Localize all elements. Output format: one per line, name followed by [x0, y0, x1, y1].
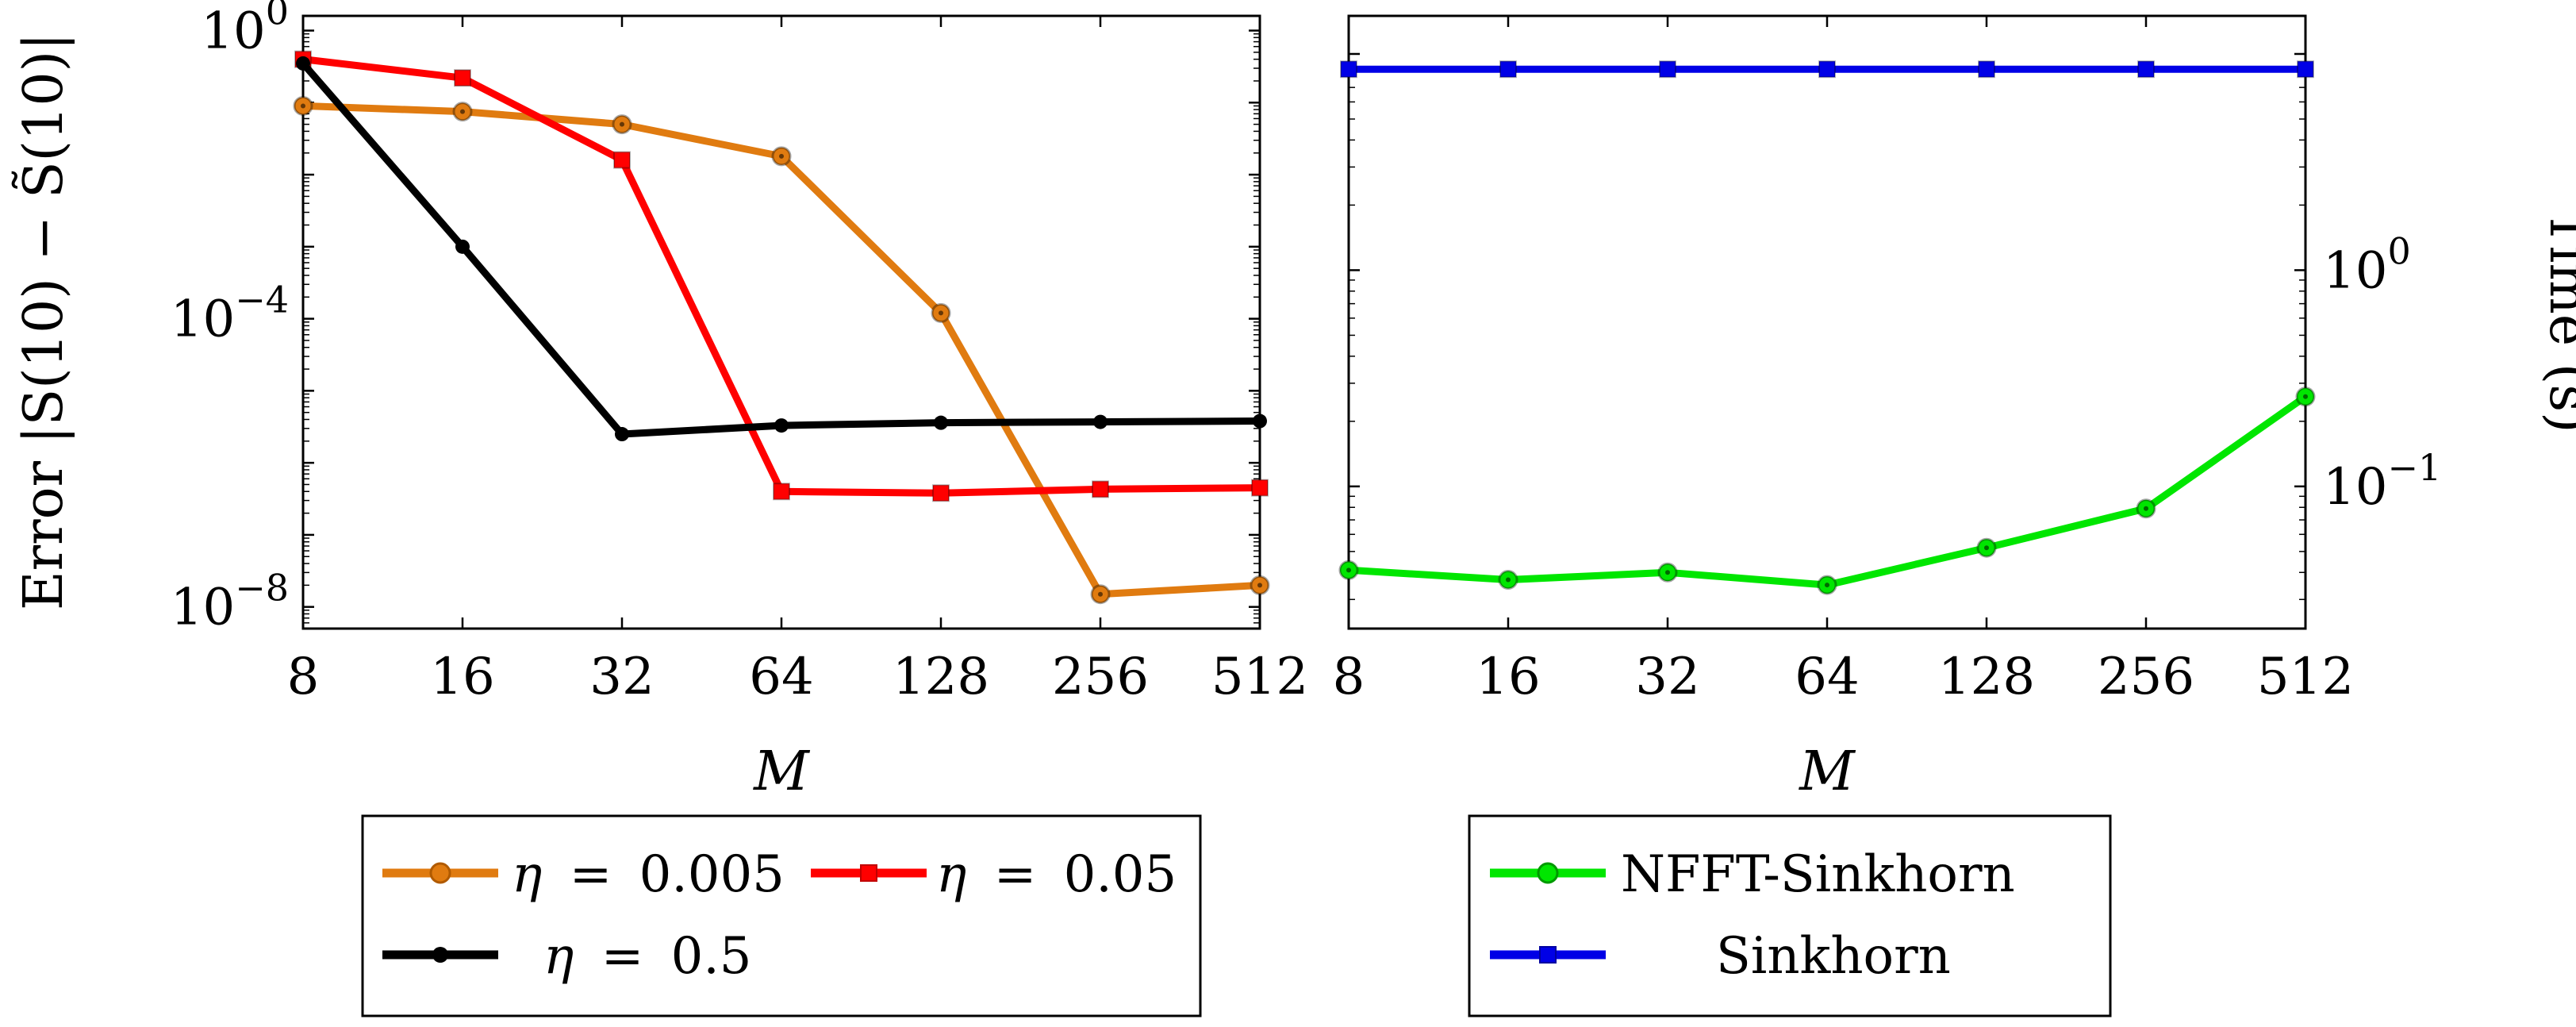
- y-tick-label: 10−1: [2323, 446, 2441, 517]
- data-point-0-05: [932, 484, 950, 502]
- left-x-axis-label: M: [752, 740, 811, 803]
- x-tick-label: 64: [749, 648, 813, 706]
- data-point-center: [301, 103, 305, 109]
- legend-entry-nfft-sinkhorn: NFFT-Sinkhorn: [1490, 845, 2015, 904]
- left-legend-box: [361, 814, 1202, 1017]
- right-y-tick-labels: 100 10−1: [2323, 229, 2441, 516]
- x-tick-label: 128: [893, 648, 989, 706]
- right-legend: NFFT-Sinkhorn Sinkhorn: [1468, 814, 2112, 1017]
- data-point-center: [460, 109, 465, 114]
- data-point-center: [1506, 577, 1511, 583]
- series-line-0-005: [299, 102, 1264, 598]
- data-point-center: [779, 153, 784, 159]
- series-nfft-sinkhorn: [1338, 387, 2316, 595]
- data-point-center: [1825, 583, 1829, 588]
- series-0-5: [296, 56, 1267, 442]
- data-point-0-5: [615, 427, 629, 442]
- left-y-axis-label: Error |S(10) − S̃(10)|: [13, 33, 75, 610]
- y-tick-label: 100: [2323, 229, 2411, 300]
- right-panel: 8 16 32 64 128 256 512 100 10−1 M Time (s): [1333, 14, 2576, 803]
- data-point-0-05: [1251, 479, 1269, 497]
- data-point-sinkhorn: [1340, 60, 1357, 79]
- legend-label: η = 0.05: [936, 845, 1177, 904]
- x-tick-label: 8: [287, 648, 320, 706]
- x-tick-label: 256: [1052, 648, 1149, 706]
- right-tick-marks: [1347, 16, 2307, 629]
- data-point-sinkhorn: [1818, 60, 1836, 79]
- series-line-0-5: [299, 60, 1264, 438]
- x-tick-label: 16: [1476, 648, 1540, 706]
- series-0-005: [293, 95, 1270, 605]
- data-point-center: [1257, 583, 1262, 588]
- legend-entry-sinkhorn: Sinkhorn: [1490, 927, 1951, 986]
- data-point-center: [1098, 591, 1103, 597]
- data-point-sinkhorn: [1659, 60, 1676, 79]
- x-tick-label: 64: [1795, 648, 1859, 706]
- data-point-center: [2144, 506, 2148, 511]
- x-tick-label: 256: [2098, 648, 2194, 706]
- data-point-0-05: [1092, 480, 1109, 498]
- left-series: [293, 50, 1270, 605]
- data-point-0-5: [455, 239, 470, 254]
- series-0-05: [294, 50, 1269, 502]
- y-tick-label: 100: [201, 0, 289, 61]
- data-point-sinkhorn: [1978, 60, 1995, 79]
- x-tick-label: 16: [430, 648, 494, 706]
- data-point-0-05: [454, 69, 471, 87]
- left-panel: 8 16 32 64 128 256 512 100 10−4 10−8 M Error |S(…: [13, 0, 1308, 803]
- series-line-nfft-sinkhorn: [1345, 393, 2309, 589]
- legend-square-marker: [1539, 946, 1557, 964]
- x-tick-label: 32: [1635, 648, 1699, 706]
- right-plot-frame: [1347, 14, 2307, 630]
- data-point-0-05: [613, 151, 631, 169]
- right-x-axis-label: M: [1798, 740, 1856, 803]
- legend-label: NFFT-Sinkhorn: [1621, 845, 2015, 904]
- legend-circle-marker: [429, 862, 451, 884]
- legend-circle-marker: [1537, 862, 1559, 884]
- right-series: [1338, 60, 2316, 595]
- legend-entry-eta-0.5: η = 0.5: [382, 927, 751, 986]
- data-point-center: [1346, 567, 1351, 573]
- right-y-axis-label: Time (s): [2537, 210, 2576, 433]
- series-sinkhorn: [1340, 60, 2314, 79]
- data-point-0-5: [296, 56, 310, 71]
- data-point-center: [620, 121, 624, 127]
- x-tick-label: 512: [1211, 648, 1308, 706]
- data-point-0-5: [774, 418, 789, 433]
- legend-label: η = 0.5: [543, 927, 751, 986]
- left-legend: η = 0.005 η = 0.05 η = 0.5: [361, 814, 1202, 1017]
- data-point-center: [1665, 570, 1670, 575]
- data-point-0-05: [773, 483, 790, 501]
- legend-square-marker: [860, 864, 877, 882]
- data-point-center: [939, 310, 943, 316]
- legend-entry-eta-0.05: η = 0.05: [811, 845, 1177, 904]
- x-tick-label: 32: [589, 648, 654, 706]
- data-point-0-5: [934, 415, 948, 430]
- left-y-tick-labels: 100 10−4 10−8: [171, 0, 289, 637]
- y-tick-label: 10−8: [171, 567, 289, 637]
- legend-label: Sinkhorn: [1716, 927, 1951, 986]
- x-tick-label: 512: [2257, 648, 2354, 706]
- data-point-0-5: [1253, 413, 1267, 429]
- data-point-sinkhorn: [2137, 60, 2155, 79]
- y-tick-label: 10−4: [171, 279, 289, 349]
- x-tick-label: 8: [1333, 648, 1365, 706]
- legend-entry-eta-0.005: η = 0.005: [382, 845, 785, 904]
- data-point-sinkhorn: [1499, 60, 1517, 79]
- left-x-tick-labels: 8 16 32 64 128 256 512: [287, 648, 1308, 706]
- data-point-center: [2303, 394, 2308, 399]
- right-x-tick-labels: 8 16 32 64 128 256 512: [1333, 648, 2354, 706]
- left-tick-marks: [301, 16, 1261, 629]
- right-legend-box: [1468, 814, 2112, 1017]
- data-point-sinkhorn: [2297, 60, 2314, 79]
- legend-dot-marker: [432, 947, 448, 963]
- x-tick-label: 128: [1938, 648, 2035, 706]
- legend-label: η = 0.005: [512, 845, 785, 904]
- data-point-0-5: [1093, 414, 1108, 429]
- data-point-center: [1984, 545, 1989, 551]
